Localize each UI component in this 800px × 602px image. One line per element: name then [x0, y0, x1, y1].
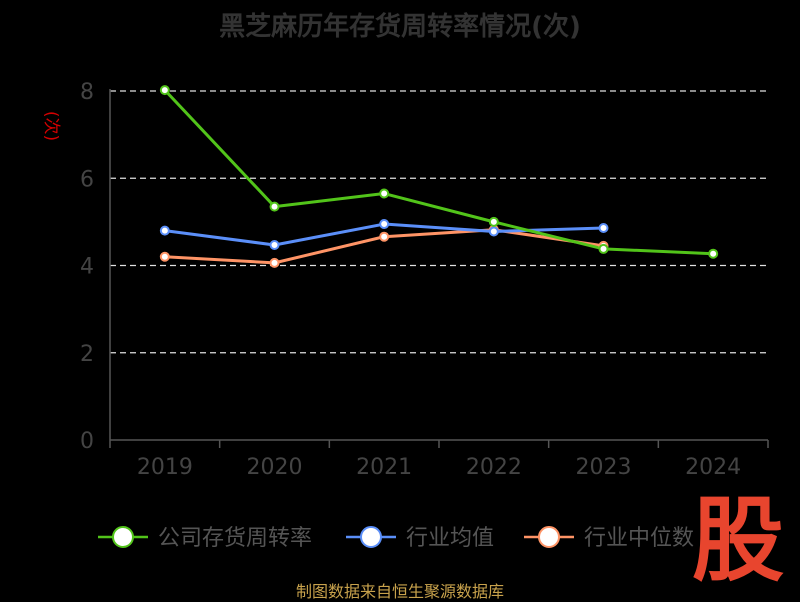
data-point[interactable]	[159, 225, 170, 236]
data-point[interactable]	[269, 239, 280, 250]
data-point[interactable]	[159, 251, 170, 262]
legend-label: 行业中位数	[584, 526, 694, 551]
watermark-logo: 股	[692, 490, 784, 590]
data-point[interactable]	[379, 188, 390, 199]
data-point[interactable]	[598, 222, 609, 233]
x-tick-label: 2023	[576, 455, 632, 480]
legend-label: 公司存货周转率	[158, 526, 312, 551]
x-tick-label: 2020	[247, 455, 303, 480]
legend-marker	[538, 526, 560, 548]
y-tick-label: 8	[80, 80, 94, 105]
data-point[interactable]	[488, 226, 499, 237]
legend-label: 行业均值	[406, 526, 494, 551]
y-tick-label: 4	[80, 255, 94, 280]
watermark-text: 股	[692, 490, 784, 590]
x-tick-label: 2021	[356, 455, 412, 480]
legend-item-1[interactable]: 行业均值	[346, 526, 494, 551]
data-point[interactable]	[488, 216, 499, 227]
legend: 公司存货周转率 行业均值 行业中位数	[98, 526, 694, 551]
series-line-0	[163, 89, 714, 256]
data-point[interactable]	[269, 201, 280, 212]
x-tick-label: 2019	[137, 455, 193, 480]
chart-title: 黑芝麻历年存货周转率情况(次)	[219, 12, 581, 42]
data-point[interactable]	[379, 231, 390, 242]
y-tick-label: 0	[80, 429, 94, 454]
grid-lines	[110, 90, 768, 354]
axes: 0 2 4 6 8 (次) 2019 2020 2021 2022 2023 2024	[41, 80, 769, 480]
x-tick-label: 2024	[685, 455, 741, 480]
y-tick-label: 2	[80, 342, 94, 367]
legend-item-0[interactable]: 公司存货周转率	[98, 526, 312, 551]
legend-item-2[interactable]: 行业中位数	[524, 526, 694, 551]
source-note: 制图数据来自恒生聚源数据库	[295, 582, 504, 601]
data-point[interactable]	[598, 243, 609, 254]
data-point[interactable]	[159, 85, 170, 96]
data-point[interactable]	[708, 248, 719, 259]
x-tick-label: 2022	[466, 455, 522, 480]
legend-marker	[112, 526, 134, 548]
series-lines	[159, 85, 719, 268]
y-tick-label: 6	[80, 167, 94, 192]
data-point[interactable]	[269, 257, 280, 268]
legend-marker	[360, 526, 382, 548]
data-point[interactable]	[379, 219, 390, 230]
y-axis-label: (次)	[41, 111, 61, 141]
